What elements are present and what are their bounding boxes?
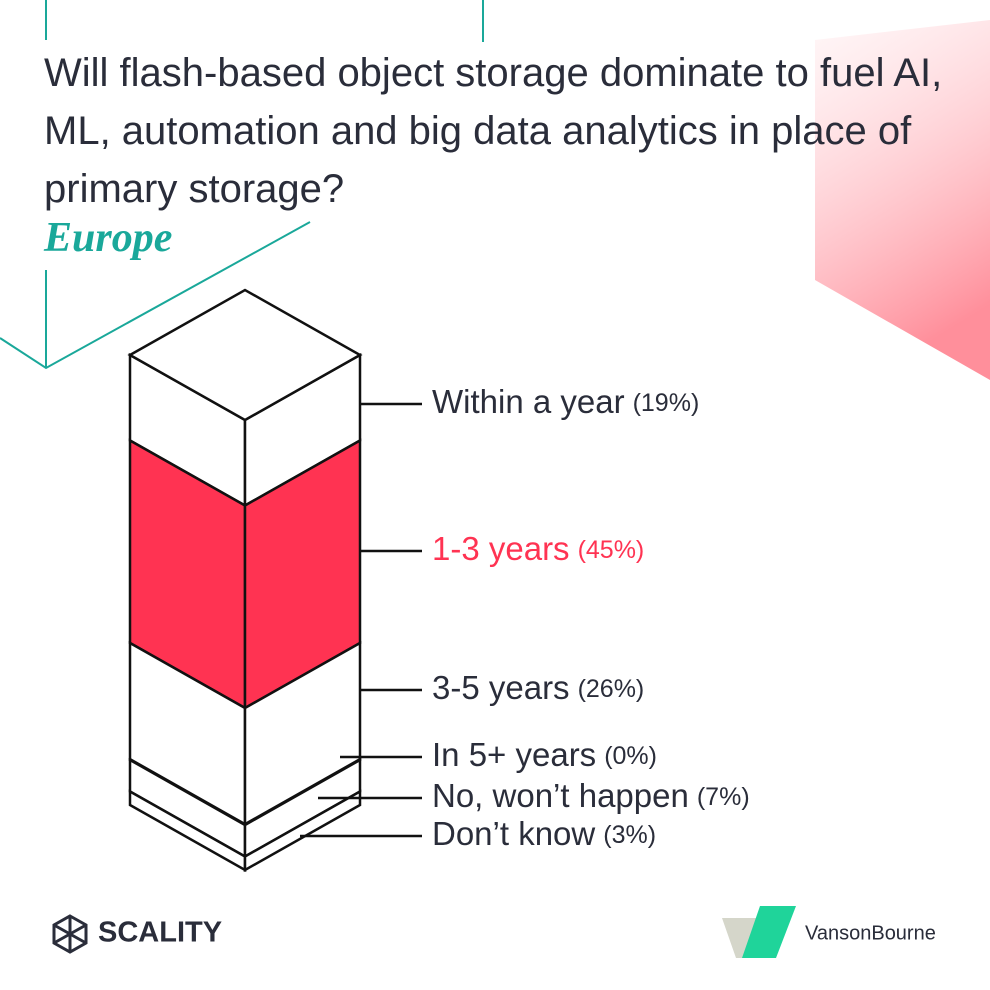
segment-label: 1-3 years (45%)	[432, 530, 644, 567]
value-label: (7%)	[697, 783, 750, 811]
segment-label: No, won’t happen (7%)	[432, 777, 750, 814]
brand-scality: SCALITY	[98, 917, 222, 949]
category-label: 3-5 years	[432, 669, 570, 706]
segment-label: In 5+ years (0%)	[432, 736, 657, 773]
brand-vansonbourne: VansonBourne	[805, 922, 936, 944]
segment-label: Don’t know (3%)	[432, 815, 656, 852]
column	[128, 352, 362, 873]
category-label: In 5+ years	[432, 736, 596, 773]
segment-label: Within a year (19%)	[432, 383, 699, 420]
value-label: (19%)	[633, 389, 700, 417]
scality-logo	[52, 914, 88, 954]
decoration	[815, 20, 990, 380]
value-label: (0%)	[604, 742, 657, 770]
chart-subtitle: Europe	[44, 215, 173, 261]
category-label: Within a year	[432, 383, 625, 420]
category-label: 1-3 years	[432, 530, 570, 567]
category-label: Don’t know	[432, 815, 595, 852]
value-label: (26%)	[578, 675, 645, 703]
category-label: No, won’t happen	[432, 777, 689, 814]
value-label: (45%)	[578, 536, 645, 564]
chart-title: Will flash-based object storage dominate…	[44, 51, 943, 211]
value-label: (3%)	[603, 821, 656, 849]
segment-right	[243, 789, 362, 873]
logo-shape	[742, 906, 796, 958]
segment-label: 3-5 years (26%)	[432, 669, 644, 706]
column-top	[127, 288, 363, 422]
